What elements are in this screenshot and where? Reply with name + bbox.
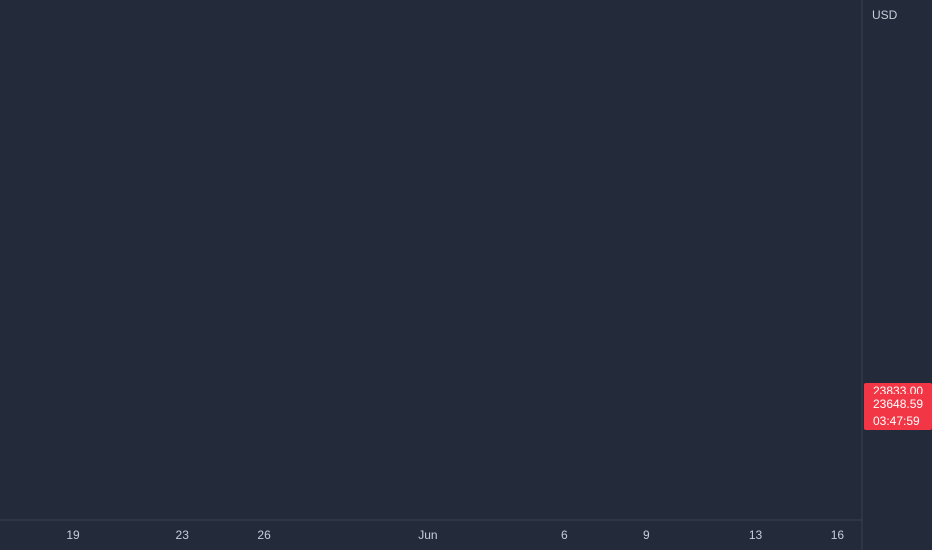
x-tick-label: 16 (831, 528, 845, 542)
axis-layer: USD (0, 0, 898, 550)
x-tick-label: 23 (176, 528, 190, 542)
time-axis-labels[interactable]: 192326Jun69131620 (66, 528, 932, 542)
x-tick-label: 19 (66, 528, 80, 542)
currency-label: USD (872, 8, 898, 22)
countdown-text: 03:47:59 (873, 414, 920, 428)
x-tick-label: 6 (561, 528, 568, 542)
current-price-text: 23648.59 (873, 397, 923, 411)
x-tick-label: Jun (418, 528, 437, 542)
x-tick-label: 9 (643, 528, 650, 542)
x-tick-label: 13 (749, 528, 763, 542)
current-price-tag[interactable] (864, 394, 932, 430)
x-tick-label: 26 (257, 528, 271, 542)
